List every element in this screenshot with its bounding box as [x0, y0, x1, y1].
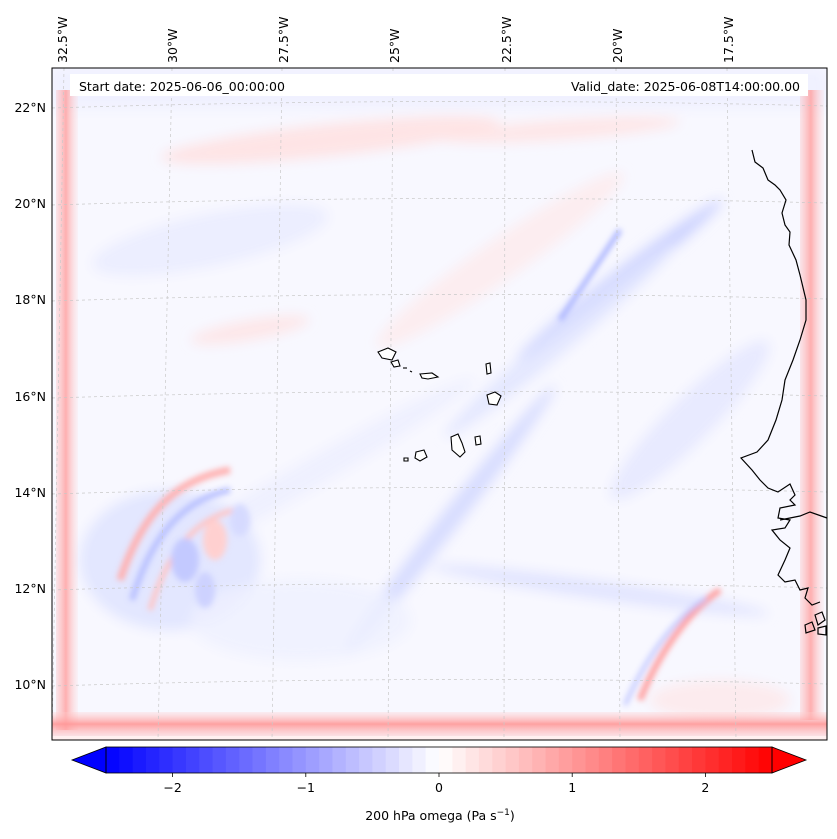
lon-label: 25°W	[387, 28, 402, 63]
graticule-lines	[52, 68, 827, 740]
colorbar-swatch	[638, 747, 653, 773]
colorbar-label: 200 hPa omega (Pa s−1)	[365, 808, 515, 823]
colorbar-swatch	[305, 747, 320, 773]
colorbar-swatch	[465, 747, 480, 773]
lat-label: 22°N	[14, 100, 46, 115]
colorbar-swatch	[239, 747, 254, 773]
colorbar-swatch	[585, 747, 600, 773]
colorbar-swatch	[478, 747, 493, 773]
colorbar-swatch	[292, 747, 307, 773]
colorbar-swatch	[705, 747, 720, 773]
colorbar-swatch	[598, 747, 613, 773]
colorbar-tick-label: 0	[435, 780, 443, 795]
island-sao-vicente	[390, 359, 401, 368]
start-date-label: Start date: 2025-06-06_00:00:00	[79, 79, 285, 94]
island-santiago	[450, 433, 466, 458]
lat-label: 18°N	[14, 292, 46, 307]
island-boa-vista	[486, 391, 502, 406]
colorbar-swatch	[505, 747, 520, 773]
colorbar-swatch	[745, 747, 760, 773]
colorbar-swatch	[718, 747, 733, 773]
colorbar-swatch	[132, 747, 147, 773]
colorbar-tick-label: 2	[701, 780, 709, 795]
colorbar-swatch	[758, 747, 773, 773]
lon-label: 22.5°W	[499, 17, 514, 63]
colorbar-swatch	[319, 747, 334, 773]
colorbar-swatch	[359, 747, 373, 773]
colorbar: −2 −1 0 1 2 200 hPa omega (Pa s−1)	[70, 746, 808, 823]
colorbar-swatch	[265, 747, 280, 773]
colorbar-swatch	[678, 747, 693, 773]
colorbar-swatch	[545, 747, 560, 773]
lon-label: 20°W	[610, 28, 625, 63]
colorbar-extend-min	[70, 746, 107, 774]
cape-verde-islands	[377, 347, 502, 462]
colorbar-swatch	[425, 747, 440, 773]
lat-label: 20°N	[14, 196, 46, 211]
colorbar-swatch	[279, 747, 294, 773]
african-coastline	[739, 149, 821, 606]
colorbar-swatch	[652, 747, 667, 773]
lon-label: 27.5°W	[276, 17, 291, 63]
island-maio	[474, 435, 482, 446]
colorbar-swatch	[572, 747, 587, 773]
colorbar-swatch	[452, 747, 467, 773]
colorbar-swatch	[212, 747, 227, 773]
latitude-labels: 22°N 20°N 18°N 16°N 14°N 12°N 10°N	[14, 100, 46, 692]
colorbar-swatch	[199, 747, 214, 773]
colorbar-swatch	[439, 747, 453, 773]
lat-label: 10°N	[14, 677, 46, 692]
colorbar-tick-label: −1	[297, 780, 315, 795]
colorbar-swatch	[612, 747, 627, 773]
lon-label: 17.5°W	[721, 17, 736, 63]
colorbar-swatch	[332, 747, 347, 773]
island-brava	[403, 457, 409, 462]
colorbar-extend-max	[771, 746, 808, 774]
colorbar-swatch	[145, 747, 160, 773]
lat-label: 12°N	[14, 581, 46, 596]
colorbar-swatch	[225, 747, 240, 773]
colorbar-swatch	[412, 747, 427, 773]
map-frame	[51, 67, 828, 741]
lon-label: 30°W	[165, 28, 180, 63]
colorbar-swatch	[492, 747, 507, 773]
island-santo-antao	[377, 347, 397, 361]
map-axes	[51, 67, 828, 741]
lat-label: 16°N	[14, 389, 46, 404]
colorbar-swatch	[185, 747, 200, 773]
lat-label: 14°N	[14, 485, 46, 500]
colorbar-swatch	[159, 747, 174, 773]
lon-label: 32.5°W	[55, 17, 70, 63]
colorbar-swatch	[558, 747, 573, 773]
colorbar-swatch	[532, 747, 547, 773]
colorbar-tick-label: 1	[568, 780, 576, 795]
longitude-labels: 32.5°W 30°W 27.5°W 25°W 22.5°W 20°W 17.5…	[55, 17, 736, 63]
island-fogo	[414, 449, 428, 462]
colorbar-swatch	[399, 747, 413, 773]
date-header: Start date: 2025-06-06_00:00:00 Valid_da…	[70, 74, 808, 96]
colorbar-swatches	[106, 747, 773, 773]
colorbar-swatch	[252, 747, 267, 773]
colorbar-swatch	[106, 747, 120, 773]
colorbar-swatch	[372, 747, 387, 773]
colorbar-ticks: −2 −1 0 1 2	[163, 773, 709, 795]
island-sal	[485, 362, 492, 375]
colorbar-swatch	[625, 747, 640, 773]
colorbar-swatch	[518, 747, 533, 773]
colorbar-swatch	[692, 747, 706, 773]
colorbar-swatch	[665, 747, 680, 773]
valid-date-label: Valid_date: 2025-06-08T14:00:00.00	[571, 79, 800, 94]
colorbar-tick-label: −2	[163, 780, 181, 795]
colorbar-swatch	[385, 747, 400, 773]
colorbar-swatch	[172, 747, 187, 773]
colorbar-swatch	[345, 747, 360, 773]
coastlines	[739, 149, 828, 636]
colorbar-swatch	[119, 747, 134, 773]
colorbar-swatch	[732, 747, 746, 773]
island-sao-nicolau	[419, 372, 440, 380]
